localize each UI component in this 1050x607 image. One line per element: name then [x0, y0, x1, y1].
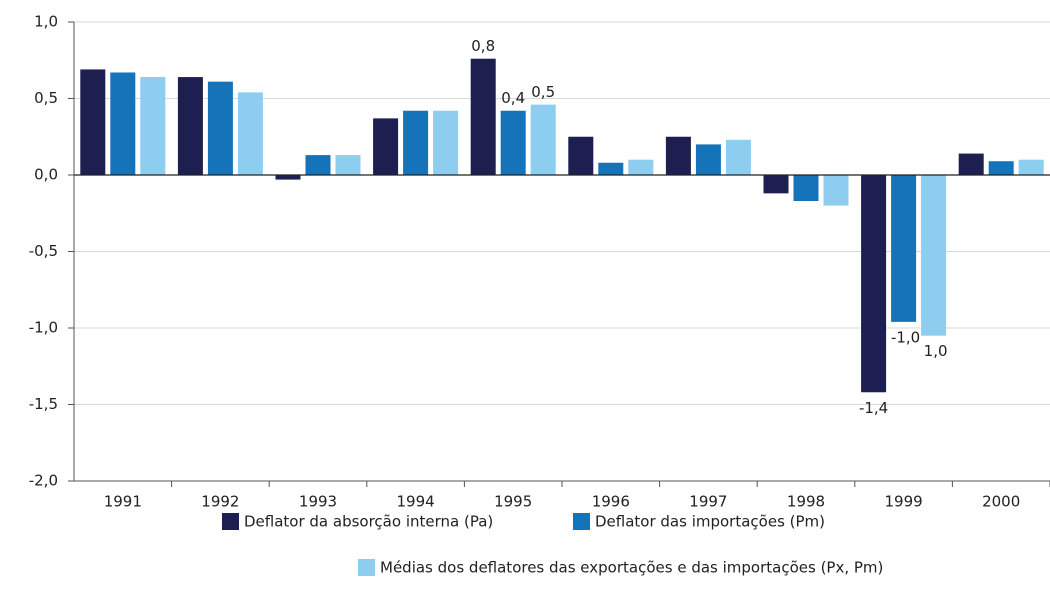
- x-tick-label: 1996: [592, 493, 630, 511]
- bar: [921, 175, 947, 336]
- bar: [695, 144, 721, 175]
- x-tick-label: 1995: [494, 493, 532, 511]
- legend-label: Médias dos deflatores das exportações e …: [380, 559, 883, 577]
- x-tick-label: 1994: [397, 493, 435, 511]
- bar: [793, 175, 819, 202]
- bar: [275, 175, 301, 180]
- legend-label: Deflator das importações (Pm): [595, 513, 825, 531]
- bar: [470, 58, 496, 175]
- bar: [568, 136, 594, 175]
- data-label: -1,4: [859, 399, 888, 417]
- x-tick-label: 2000: [982, 493, 1020, 511]
- bar: [177, 77, 203, 175]
- legend-swatch: [358, 559, 375, 576]
- y-tick-label: 1,0: [34, 13, 58, 31]
- bar: [861, 175, 887, 393]
- bar: [80, 69, 106, 175]
- bar: [207, 81, 233, 175]
- bar: [823, 175, 849, 206]
- bar: [958, 153, 984, 175]
- bar: [891, 175, 917, 322]
- bar: [725, 139, 751, 175]
- bar: [403, 110, 429, 175]
- legend-swatch: [222, 513, 239, 530]
- bar: [500, 110, 526, 175]
- legend-label: Deflator da absorção interna (Pa): [244, 513, 493, 531]
- bar: [763, 175, 789, 194]
- data-label: 1,0: [924, 342, 948, 360]
- x-tick-label: 1999: [885, 493, 923, 511]
- y-tick-label: -2,0: [29, 472, 58, 490]
- x-tick-label: 1992: [201, 493, 239, 511]
- data-label: 0,8: [471, 37, 495, 55]
- bar: [335, 155, 361, 175]
- y-tick-label: -1,0: [29, 319, 58, 337]
- bar: [1018, 159, 1044, 175]
- bar: [988, 161, 1014, 175]
- y-tick-label: -0,5: [29, 242, 58, 260]
- bar: [305, 155, 331, 175]
- bar: [237, 92, 263, 175]
- bar: [373, 118, 399, 175]
- x-tick-label: 1998: [787, 493, 825, 511]
- data-label: 0,5: [531, 83, 555, 101]
- bar: [598, 162, 624, 175]
- bar: [140, 77, 166, 175]
- bar: [628, 159, 654, 175]
- bar: [110, 72, 136, 175]
- legend-swatch: [573, 513, 590, 530]
- y-tick-label: -1,5: [29, 395, 58, 413]
- x-tick-label: 1991: [104, 493, 142, 511]
- data-label: -1,0: [891, 328, 920, 346]
- data-label: 0,4: [501, 89, 525, 107]
- x-tick-label: 1997: [689, 493, 727, 511]
- x-tick-label: 1993: [299, 493, 337, 511]
- y-tick-label: 0,5: [34, 89, 58, 107]
- y-tick-label: 0,0: [34, 166, 58, 184]
- bar: [530, 104, 556, 175]
- bar: [665, 136, 691, 175]
- bar: [433, 110, 459, 175]
